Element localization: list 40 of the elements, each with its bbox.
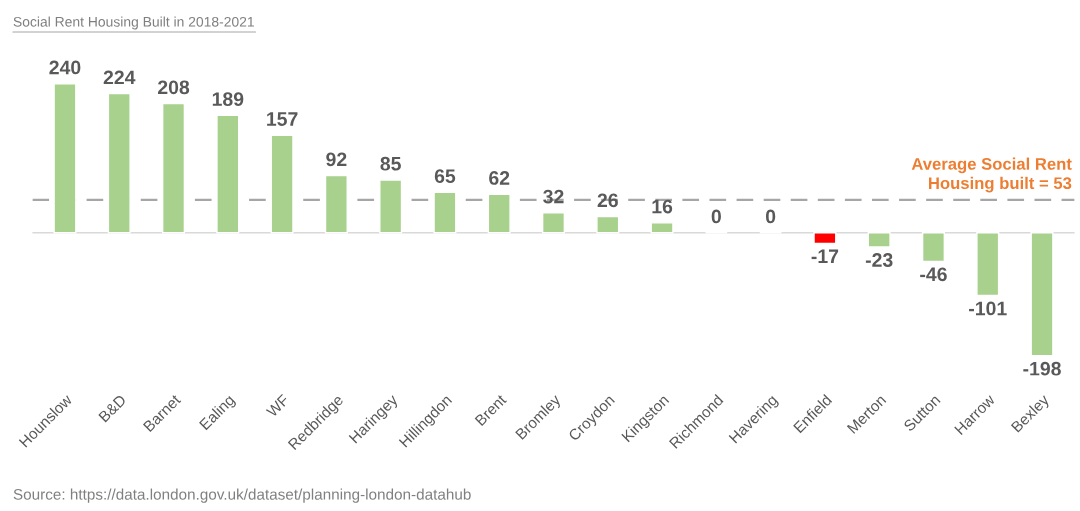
- data-label: -23: [865, 253, 893, 267]
- bar: [921, 232, 946, 263]
- data-label: 157: [267, 112, 298, 126]
- data-label: -17: [811, 249, 839, 263]
- data-label: 0: [765, 209, 776, 224]
- bar: [867, 232, 891, 248]
- data-label: 16: [652, 199, 673, 214]
- data-label: 62: [489, 171, 510, 185]
- data-label: 224: [103, 70, 136, 85]
- bar: [541, 212, 566, 234]
- data-label: 65: [434, 169, 456, 184]
- bar: [813, 232, 837, 245]
- data-label: -101: [969, 301, 1007, 316]
- data-label: -46: [920, 267, 947, 282]
- data-label: 26: [597, 193, 618, 208]
- bar: [324, 174, 348, 234]
- bar: [596, 215, 620, 234]
- data-label: -198: [1023, 361, 1061, 376]
- bar: [107, 92, 131, 234]
- x-tick-label: WF: [265, 394, 290, 418]
- data-label: 189: [212, 92, 244, 107]
- ref-line-label: Average Social Rent Housing built = 53: [911, 157, 1072, 193]
- source-note: Source: https://data.london.gov.uk/dataset/planning-london-datahub: [13, 488, 471, 503]
- data-label: 0: [711, 209, 721, 224]
- data-label: 92: [326, 152, 347, 167]
- data-label: 85: [380, 156, 401, 171]
- chart-title: Social Rent Housing Built in 2018-2021: [13, 16, 254, 30]
- data-label: 32: [543, 189, 564, 204]
- bar: [379, 179, 403, 234]
- bar: [1030, 232, 1054, 357]
- data-label: 208: [157, 80, 190, 95]
- data-label: 240: [49, 60, 81, 75]
- bar: [216, 114, 240, 234]
- bar: [53, 83, 77, 234]
- bar: [650, 222, 674, 234]
- bar: [487, 193, 511, 234]
- bar: [433, 191, 457, 234]
- bar: [976, 232, 1000, 297]
- bar: [270, 134, 294, 234]
- bar: [161, 102, 186, 234]
